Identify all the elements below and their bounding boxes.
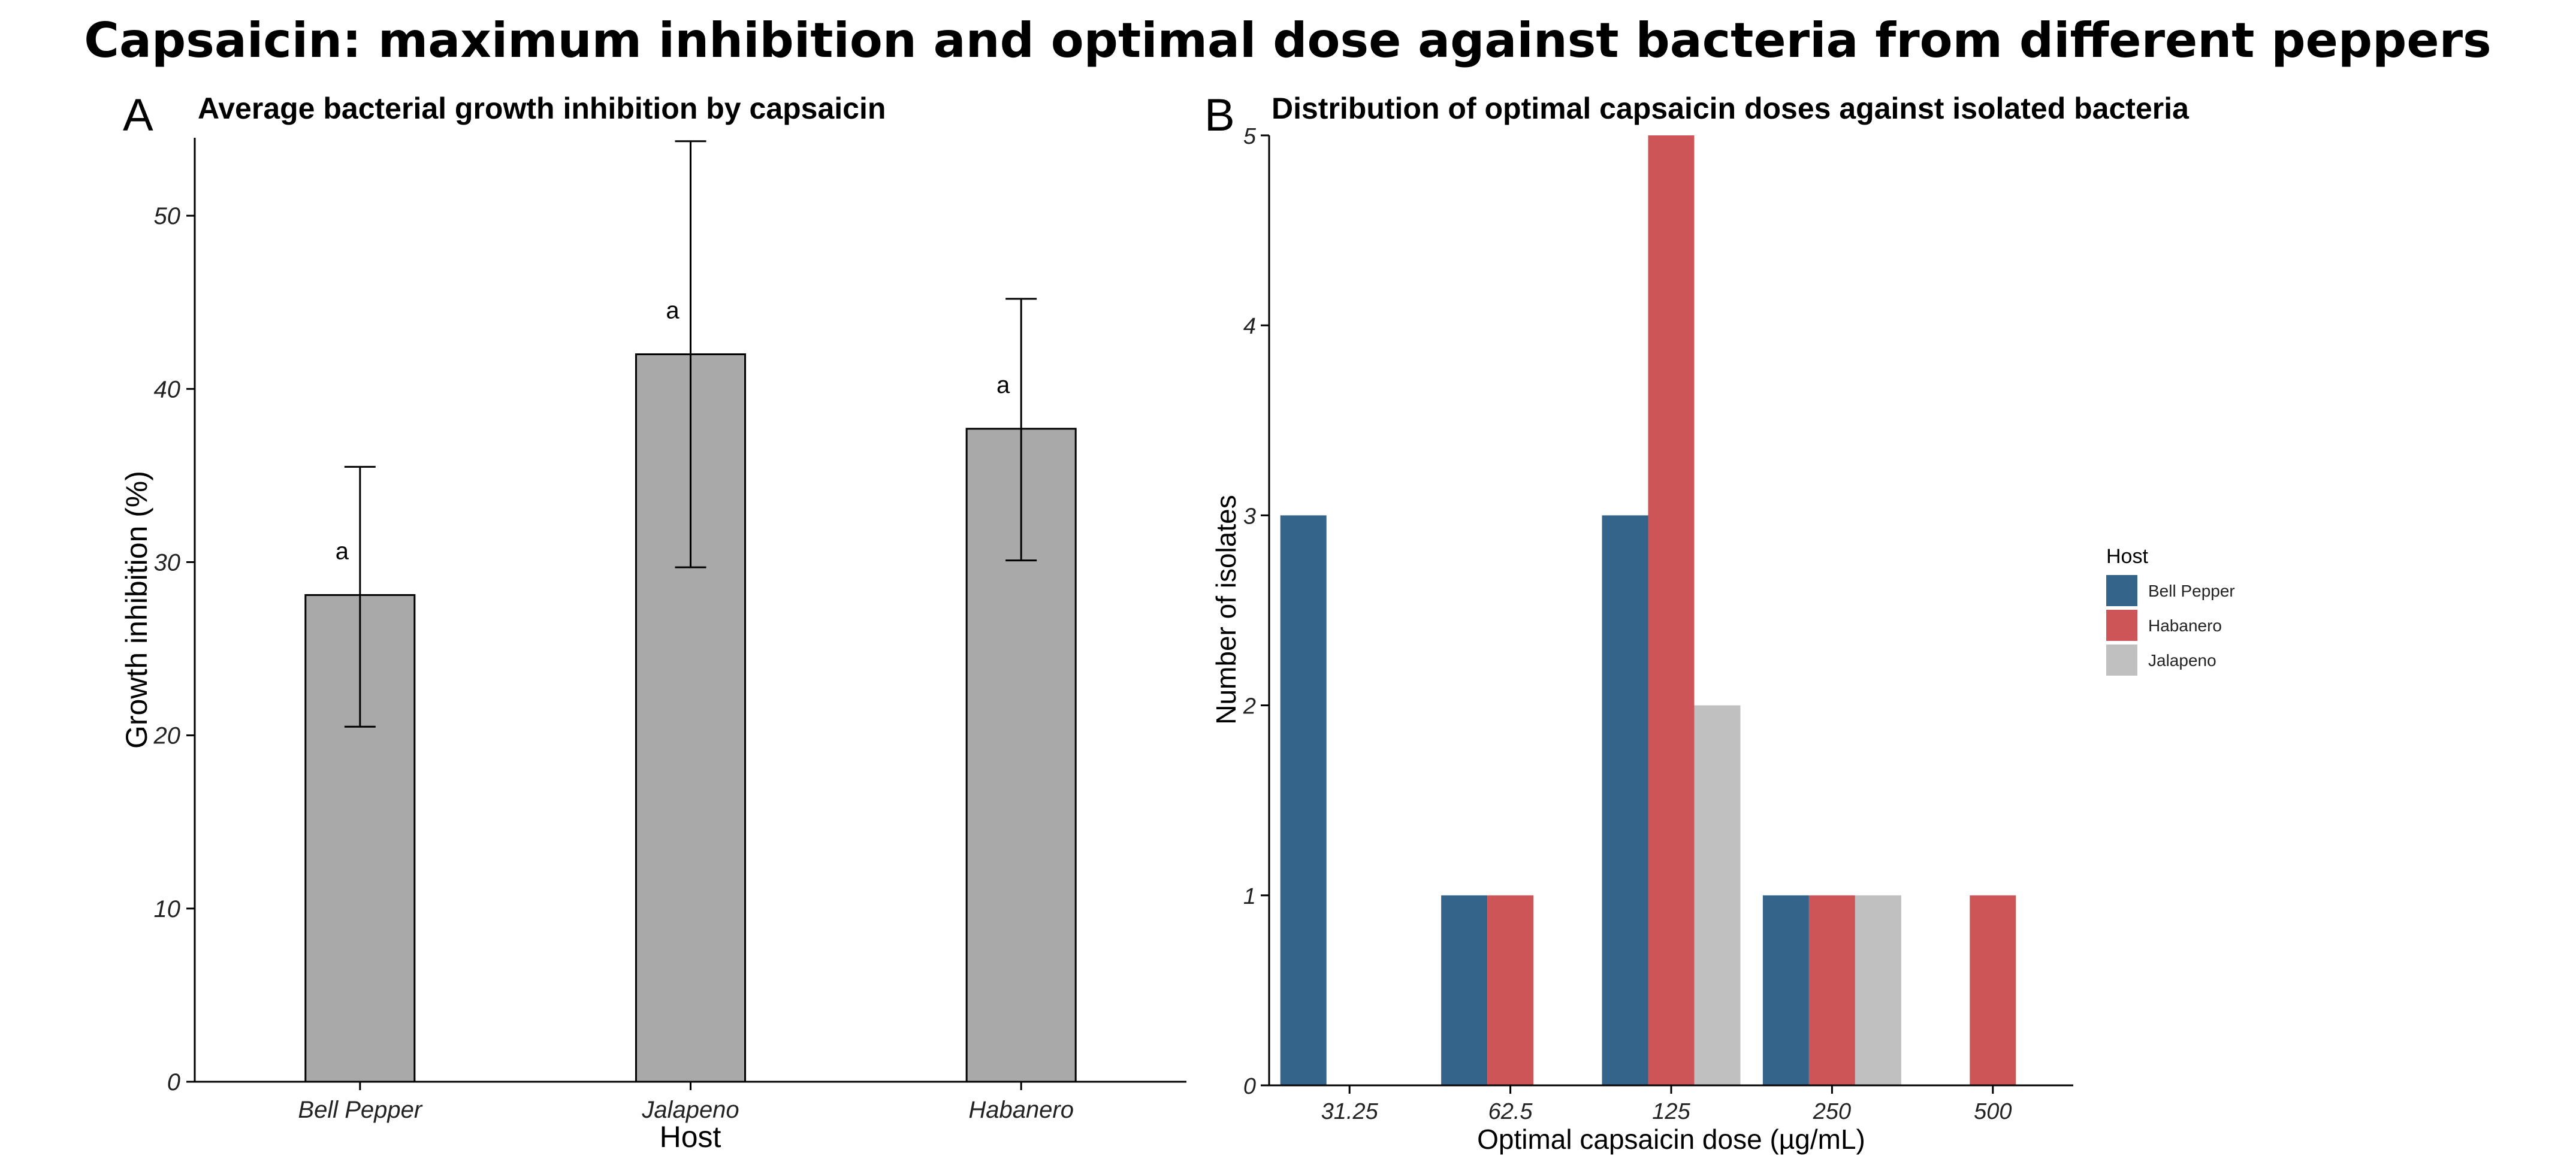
- panel-a-y-ticks: 0 10 20 30 40 50: [153, 203, 195, 1096]
- legend-swatch: [2106, 644, 2137, 676]
- error-bar: [675, 140, 706, 568]
- bar-bell-pepper-31_25: [1280, 515, 1327, 1085]
- x-tick-label: Bell Pepper: [298, 1097, 422, 1123]
- y-tick-label: 3: [1243, 504, 1256, 529]
- legend-item: Jalapeno: [2106, 644, 2216, 676]
- y-tick-label: 4: [1243, 314, 1256, 339]
- bar-jalapeno-250: [1855, 895, 1901, 1085]
- y-tick-label: 2: [1243, 694, 1256, 719]
- legend-item: Bell Pepper: [2106, 575, 2235, 606]
- panel-a-x-ticks: Bell Pepper Jalapeno Habanero: [298, 1082, 1074, 1123]
- panel-b-y-ticks: 0 1 2 3 4 5: [1243, 124, 1269, 1099]
- significance-letter: a: [336, 538, 349, 564]
- panel-b-letter: B: [1204, 90, 1235, 141]
- bar-habanero-500: [1970, 895, 2016, 1085]
- panel-b-bars: [1280, 135, 2016, 1085]
- panel-b: B Distribution of optimal capsaicin dose…: [1204, 90, 2235, 1155]
- panel-a-significance-letters: a a a: [336, 297, 1010, 564]
- legend-swatch: [2106, 575, 2137, 606]
- significance-letter: a: [666, 297, 680, 323]
- y-tick-label: 0: [1243, 1074, 1256, 1099]
- panel-a: A Average bacterial growth inhibition by…: [120, 90, 1186, 1154]
- legend-swatch: [2106, 610, 2137, 641]
- bar-jalapeno-125: [1694, 705, 1741, 1085]
- panel-b-title: Distribution of optimal capsaicin doses …: [1272, 92, 2190, 125]
- bar-habanero-125: [1648, 135, 1695, 1085]
- panel-a-error-bars: [344, 140, 1037, 728]
- y-tick-label: 5: [1243, 124, 1257, 149]
- legend-label: Bell Pepper: [2148, 582, 2235, 600]
- panel-b-legend: Host Bell Pepper Habanero Jalapeno: [2106, 545, 2235, 676]
- significance-letter: a: [996, 372, 1010, 398]
- x-tick-label: 62.5: [1488, 1099, 1533, 1124]
- panel-a-x-axis-label: Host: [660, 1120, 721, 1154]
- error-bar: [344, 465, 376, 728]
- y-tick-label: 0: [167, 1069, 180, 1096]
- panel-a-y-axis-label: Growth inhibition (%): [120, 471, 153, 749]
- x-tick-label: 250: [1813, 1099, 1851, 1124]
- y-tick-label: 1: [1243, 884, 1256, 909]
- legend-label: Habanero: [2148, 616, 2222, 635]
- x-tick-label: 500: [1974, 1099, 2012, 1124]
- y-tick-label: 50: [154, 203, 181, 229]
- figure-title: Capsaicin: maximum inhibition and optima…: [84, 13, 2491, 68]
- legend-label: Jalapeno: [2148, 651, 2216, 670]
- y-tick-label: 20: [153, 723, 181, 749]
- bar-bell-pepper-250: [1762, 895, 1809, 1085]
- x-tick-label: Habanero: [968, 1097, 1074, 1123]
- y-tick-label: 40: [154, 376, 181, 403]
- bar-habanero-62_5: [1487, 895, 1534, 1085]
- bar-bell-pepper-62_5: [1441, 895, 1488, 1085]
- panel-b-y-axis-label: Number of isolates: [1210, 495, 1242, 725]
- x-tick-label: Jalapeno: [641, 1097, 739, 1123]
- bar-bell-pepper-125: [1602, 515, 1648, 1085]
- bar-habanero-250: [1808, 895, 1855, 1085]
- x-tick-label: 31.25: [1321, 1099, 1379, 1124]
- error-bar: [1005, 298, 1037, 562]
- panel-a-title: Average bacterial growth inhibition by c…: [198, 92, 886, 125]
- x-tick-label: 125: [1652, 1099, 1690, 1124]
- panel-a-letter: A: [123, 90, 153, 141]
- panel-b-x-ticks: 31.25 62.5 125 250 500: [1321, 1085, 2012, 1124]
- panel-b-x-axis-label: Optimal capsaicin dose (µg/mL): [1477, 1124, 1865, 1155]
- y-tick-label: 10: [154, 896, 181, 922]
- legend-title: Host: [2106, 545, 2148, 568]
- y-tick-label: 30: [154, 549, 181, 576]
- legend-item: Habanero: [2106, 610, 2222, 641]
